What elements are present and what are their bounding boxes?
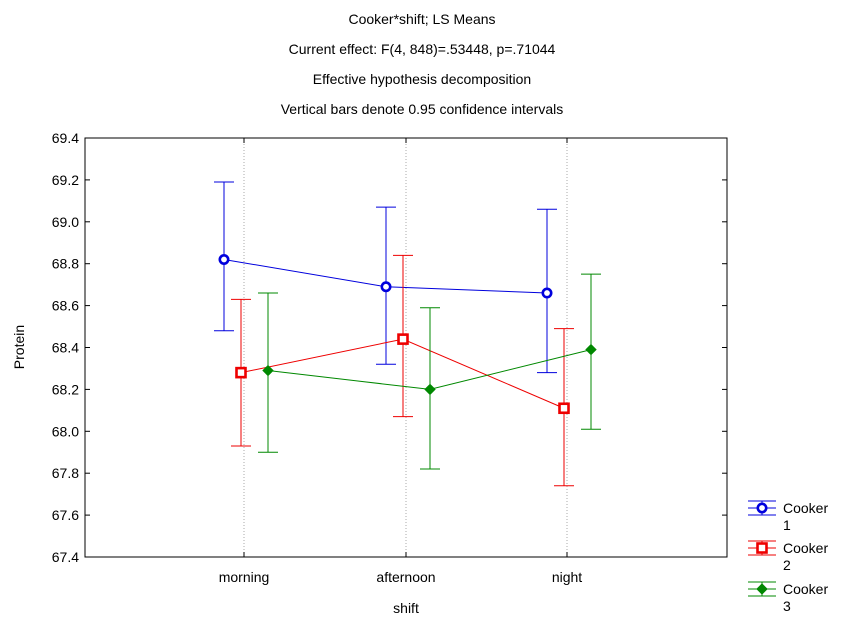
legend-marker [756,542,768,554]
legend-label: Cooker [783,500,828,516]
legend-label: Cooker [783,581,828,597]
x-tick-label-morning: morning [219,569,270,585]
y-axis-label: Protein [11,325,27,369]
x-tick-label-night: night [552,569,582,585]
legend-marker [756,502,768,514]
y-tick-label: 69.0 [52,214,79,230]
legend-marker [756,583,768,595]
y-tick-label: 69.2 [52,172,79,188]
data-point-circle [218,254,230,266]
series-layer [214,181,601,487]
y-tick-label: 67.8 [52,465,79,481]
data-point-diamond [585,343,597,356]
legend-label: Cooker [783,540,828,556]
chart-subtitle-decomposition: Effective hypothesis decomposition [313,71,531,87]
chart-title: Cooker*shift; LS Means [348,11,495,27]
data-point-diamond [262,364,274,377]
x-axis: morning afternoon night [219,138,582,585]
x-axis-label: shift [393,600,419,616]
data-point-square [558,402,570,415]
y-tick-label: 68.4 [52,340,79,356]
y-axis: 67.4 67.6 67.8 68.0 68.2 68.4 68.6 68.8 69.0 69.2… [52,130,727,565]
y-tick-label: 68.8 [52,256,79,272]
chart-subtitle-confidence: Vertical bars denote 0.95 confidence int… [281,101,564,117]
series-1 [214,181,557,374]
series-3 [258,273,601,470]
data-point-circle [380,281,392,293]
y-tick-label: 67.6 [52,507,79,523]
legend-label-number: 1 [783,517,791,533]
chart-title-block: Cooker*shift; LS Means Current effect: F… [281,11,564,117]
grid [243,138,568,557]
data-point-square [397,333,409,345]
series-2 [231,254,574,487]
y-tick-label: 68.2 [52,381,79,397]
data-point-circle [541,287,553,299]
y-tick-label: 69.4 [52,130,79,146]
y-tick-label: 68.0 [52,423,79,439]
legend-label-number: 2 [783,557,791,573]
x-tick-label-afternoon: afternoon [376,569,435,585]
data-point-diamond [424,383,436,396]
plot-area [84,137,728,558]
legend-label-number: 3 [783,598,791,614]
chart-subtitle-effect: Current effect: F(4, 848)=.53448, p=.710… [289,41,556,57]
y-tick-label: 68.6 [52,298,79,314]
y-tick-label: 67.4 [52,549,79,565]
data-point-square [235,366,247,379]
